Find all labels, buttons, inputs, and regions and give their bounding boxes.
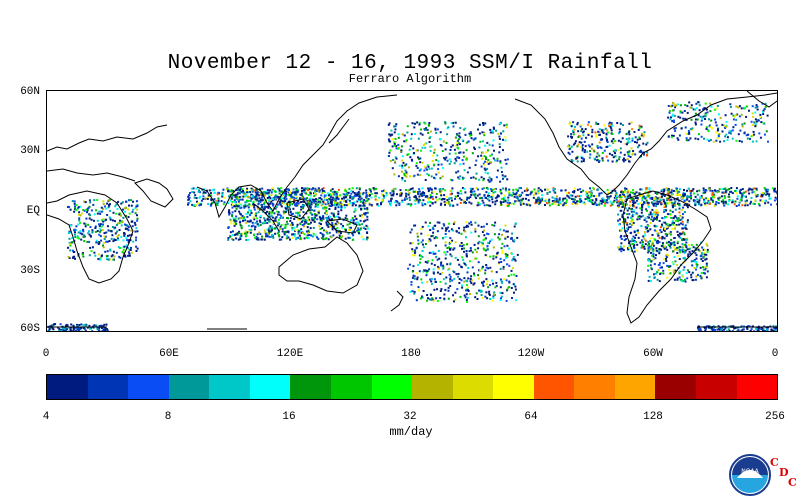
india-coast — [196, 184, 252, 219]
color-swatch — [736, 375, 778, 399]
color-swatch — [452, 375, 494, 399]
lon-label-120w: 120W — [517, 348, 545, 360]
newzealand-coast — [390, 290, 404, 312]
color-swatch — [330, 375, 372, 399]
color-swatch — [209, 375, 250, 399]
map-canvas — [47, 91, 777, 331]
sumatra-coast — [252, 202, 280, 232]
newguinea-coast — [325, 218, 358, 234]
map-subtitle: Ferraro Algorithm — [348, 72, 472, 86]
color-swatch — [290, 375, 331, 399]
scale-label-16: 16 — [282, 411, 296, 423]
lat-label-60s: 60S — [20, 323, 40, 335]
antarctica-coast — [47, 326, 777, 330]
scale-label-32: 32 — [403, 411, 417, 423]
color-swatch — [249, 375, 291, 399]
australia-coast — [278, 236, 364, 294]
lon-label-60w: 60W — [643, 348, 663, 360]
lon-label-0: 0 — [42, 348, 50, 360]
color-swatch — [493, 375, 534, 399]
color-swatch — [533, 375, 575, 399]
lat-label-30s: 30S — [20, 265, 40, 277]
color-swatch — [87, 375, 129, 399]
color-swatch — [371, 375, 413, 399]
map-title: November 12 - 16, 1993 SSM/I Rainfall — [167, 52, 653, 75]
japan-coast — [328, 118, 350, 144]
europe-coast — [47, 124, 168, 152]
color-swatch — [574, 375, 615, 399]
lat-label-eq: EQ — [26, 205, 40, 217]
asia-coast — [250, 94, 398, 212]
scale-label-64: 64 — [524, 411, 538, 423]
color-swatch — [47, 375, 88, 399]
scale-label-8: 8 — [164, 411, 172, 423]
lat-label-60n: 60N — [20, 86, 40, 98]
borneo-coast — [286, 198, 310, 220]
lon-label-120e: 120E — [276, 348, 304, 360]
south-america-coast — [622, 190, 712, 324]
scale-label-4: 4 — [42, 411, 50, 423]
lat-label-30n: 30N — [20, 145, 40, 157]
cdc-letter-c1: C — [770, 456, 779, 469]
coastlines — [47, 91, 777, 330]
color-swatch — [168, 375, 210, 399]
units-label: mm/day — [389, 425, 433, 439]
cdc-letter-c2: C — [788, 476, 797, 489]
color-scale-bar — [46, 374, 778, 400]
rainfall-map — [46, 90, 778, 332]
greenland-coast — [746, 91, 777, 108]
color-swatch — [655, 375, 696, 399]
scale-label-256: 256 — [765, 411, 785, 423]
arabia-coast — [134, 178, 174, 208]
noaa-logo-text: NOAA — [741, 468, 759, 475]
lon-label-60e: 60E — [159, 348, 179, 360]
color-swatch — [128, 375, 169, 399]
scale-label-128: 128 — [643, 411, 663, 423]
north-america-coast — [514, 92, 777, 196]
color-swatch — [614, 375, 656, 399]
mediterranean-coast — [47, 168, 136, 182]
africa-coast — [47, 190, 134, 284]
color-swatch — [696, 375, 737, 399]
lon-label-180: 180 — [401, 348, 421, 360]
noaa-logo: NOAA — [729, 454, 771, 496]
cdc-letter-d: D — [779, 466, 789, 479]
lon-label-0-end: 0 — [771, 348, 779, 360]
rainfall-pixels — [47, 101, 777, 331]
color-swatch — [412, 375, 453, 399]
